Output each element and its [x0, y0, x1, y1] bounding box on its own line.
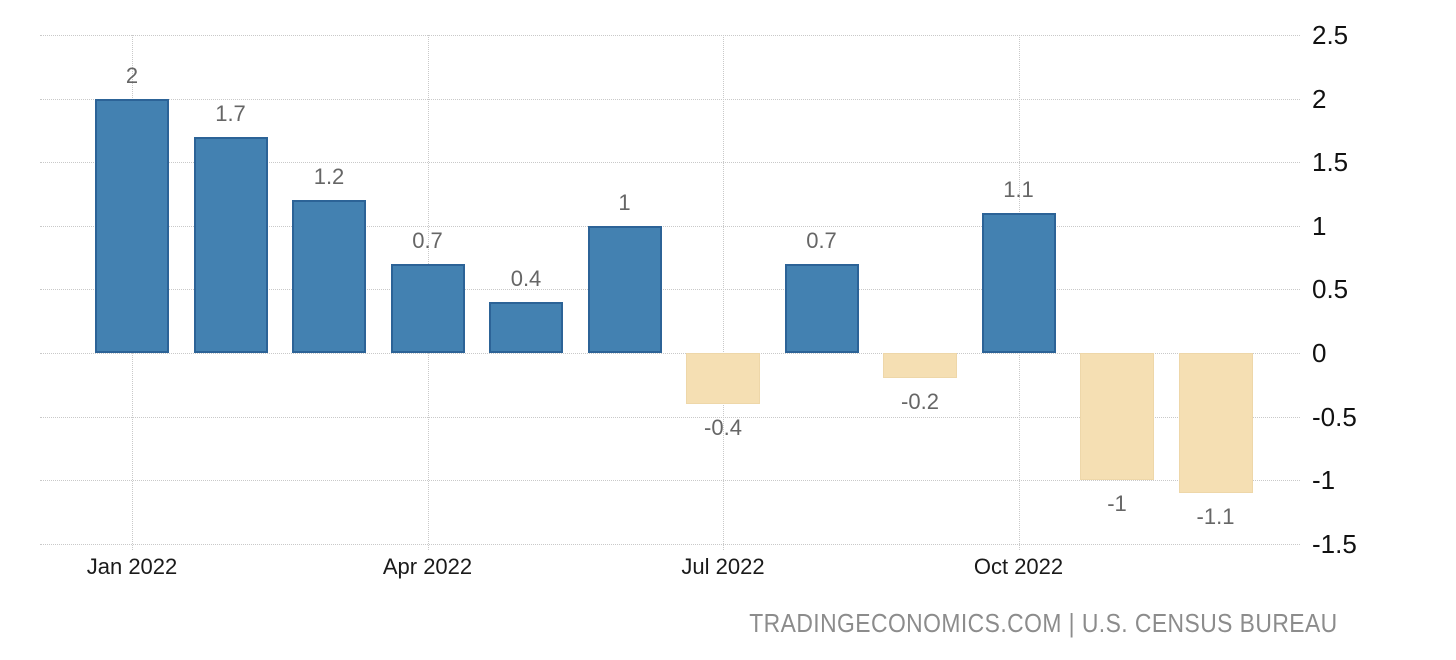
bar-value-label: 0.4: [510, 266, 542, 292]
bar-oct-2022[interactable]: [981, 213, 1056, 353]
gridline-horizontal: [40, 35, 1300, 36]
bar-value-label: -1.1: [1196, 503, 1235, 529]
bar-jun-2022[interactable]: [587, 225, 662, 353]
attribution: TRADINGECONOMICS.COM | U.S. CENSUS BUREA…: [750, 609, 1338, 637]
bar-value-label: 1.2: [313, 164, 345, 190]
x-tick-label: Jul 2022: [681, 554, 765, 579]
bar-value-label: 1: [618, 189, 631, 215]
bar-value-label: -1: [1107, 491, 1127, 517]
gridline-horizontal: [40, 543, 1300, 545]
y-tick-label: -1: [1312, 465, 1336, 496]
bar-value-label: 0.7: [806, 228, 837, 253]
gridline-horizontal: [40, 416, 1300, 418]
bar-value-label: -0.2: [901, 389, 939, 415]
bar-aug-2022[interactable]: [784, 264, 859, 353]
bar-mar-2022[interactable]: [292, 200, 366, 353]
y-tick-label: 1: [1312, 210, 1327, 241]
y-tick-label: 1.5: [1312, 147, 1349, 178]
bar-jan-2022[interactable]: [95, 98, 169, 353]
bar-jul-2022[interactable]: [686, 353, 760, 404]
y-tick-label: 2.5: [1312, 20, 1349, 50]
y-tick-label: 2: [1312, 83, 1327, 114]
x-tick-label: Jan 2022: [86, 554, 178, 579]
bar-value-label: -0.4: [704, 414, 742, 440]
bar-value-label: 1.1: [1003, 177, 1034, 203]
gridline-vertical: [723, 35, 724, 550]
y-tick-label: -0.5: [1312, 401, 1357, 432]
bar-value-label: 1.7: [215, 100, 246, 126]
bar-value-label: 2: [125, 62, 139, 88]
x-tick-label: Apr 2022: [382, 554, 473, 579]
attribution-text: TRADINGECONOMICS.COM | U.S. CENSUS BUREA…: [749, 608, 1338, 638]
y-tick-label: 0.5: [1312, 274, 1349, 305]
y-tick-label: -1.5: [1312, 528, 1357, 559]
gridline-horizontal: [40, 162, 1300, 164]
bar-may-2022[interactable]: [489, 302, 563, 353]
gridline-horizontal: [40, 480, 1300, 482]
bar-value-label: 0.7: [412, 228, 443, 253]
gridline-horizontal: [40, 225, 1300, 227]
gridline-horizontal: [40, 98, 1300, 100]
bar-dec-2022[interactable]: [1178, 353, 1253, 493]
gridline-horizontal: [40, 289, 1300, 291]
bar-nov-2022[interactable]: [1080, 353, 1154, 481]
bar-sep-2022[interactable]: [883, 353, 957, 379]
x-tick-label: Oct 2022: [973, 554, 1064, 579]
bar-feb-2022[interactable]: [193, 136, 268, 353]
y-tick-label: 0: [1312, 338, 1327, 368]
gridline-horizontal: [40, 353, 1300, 354]
bar-apr-2022[interactable]: [390, 264, 465, 353]
